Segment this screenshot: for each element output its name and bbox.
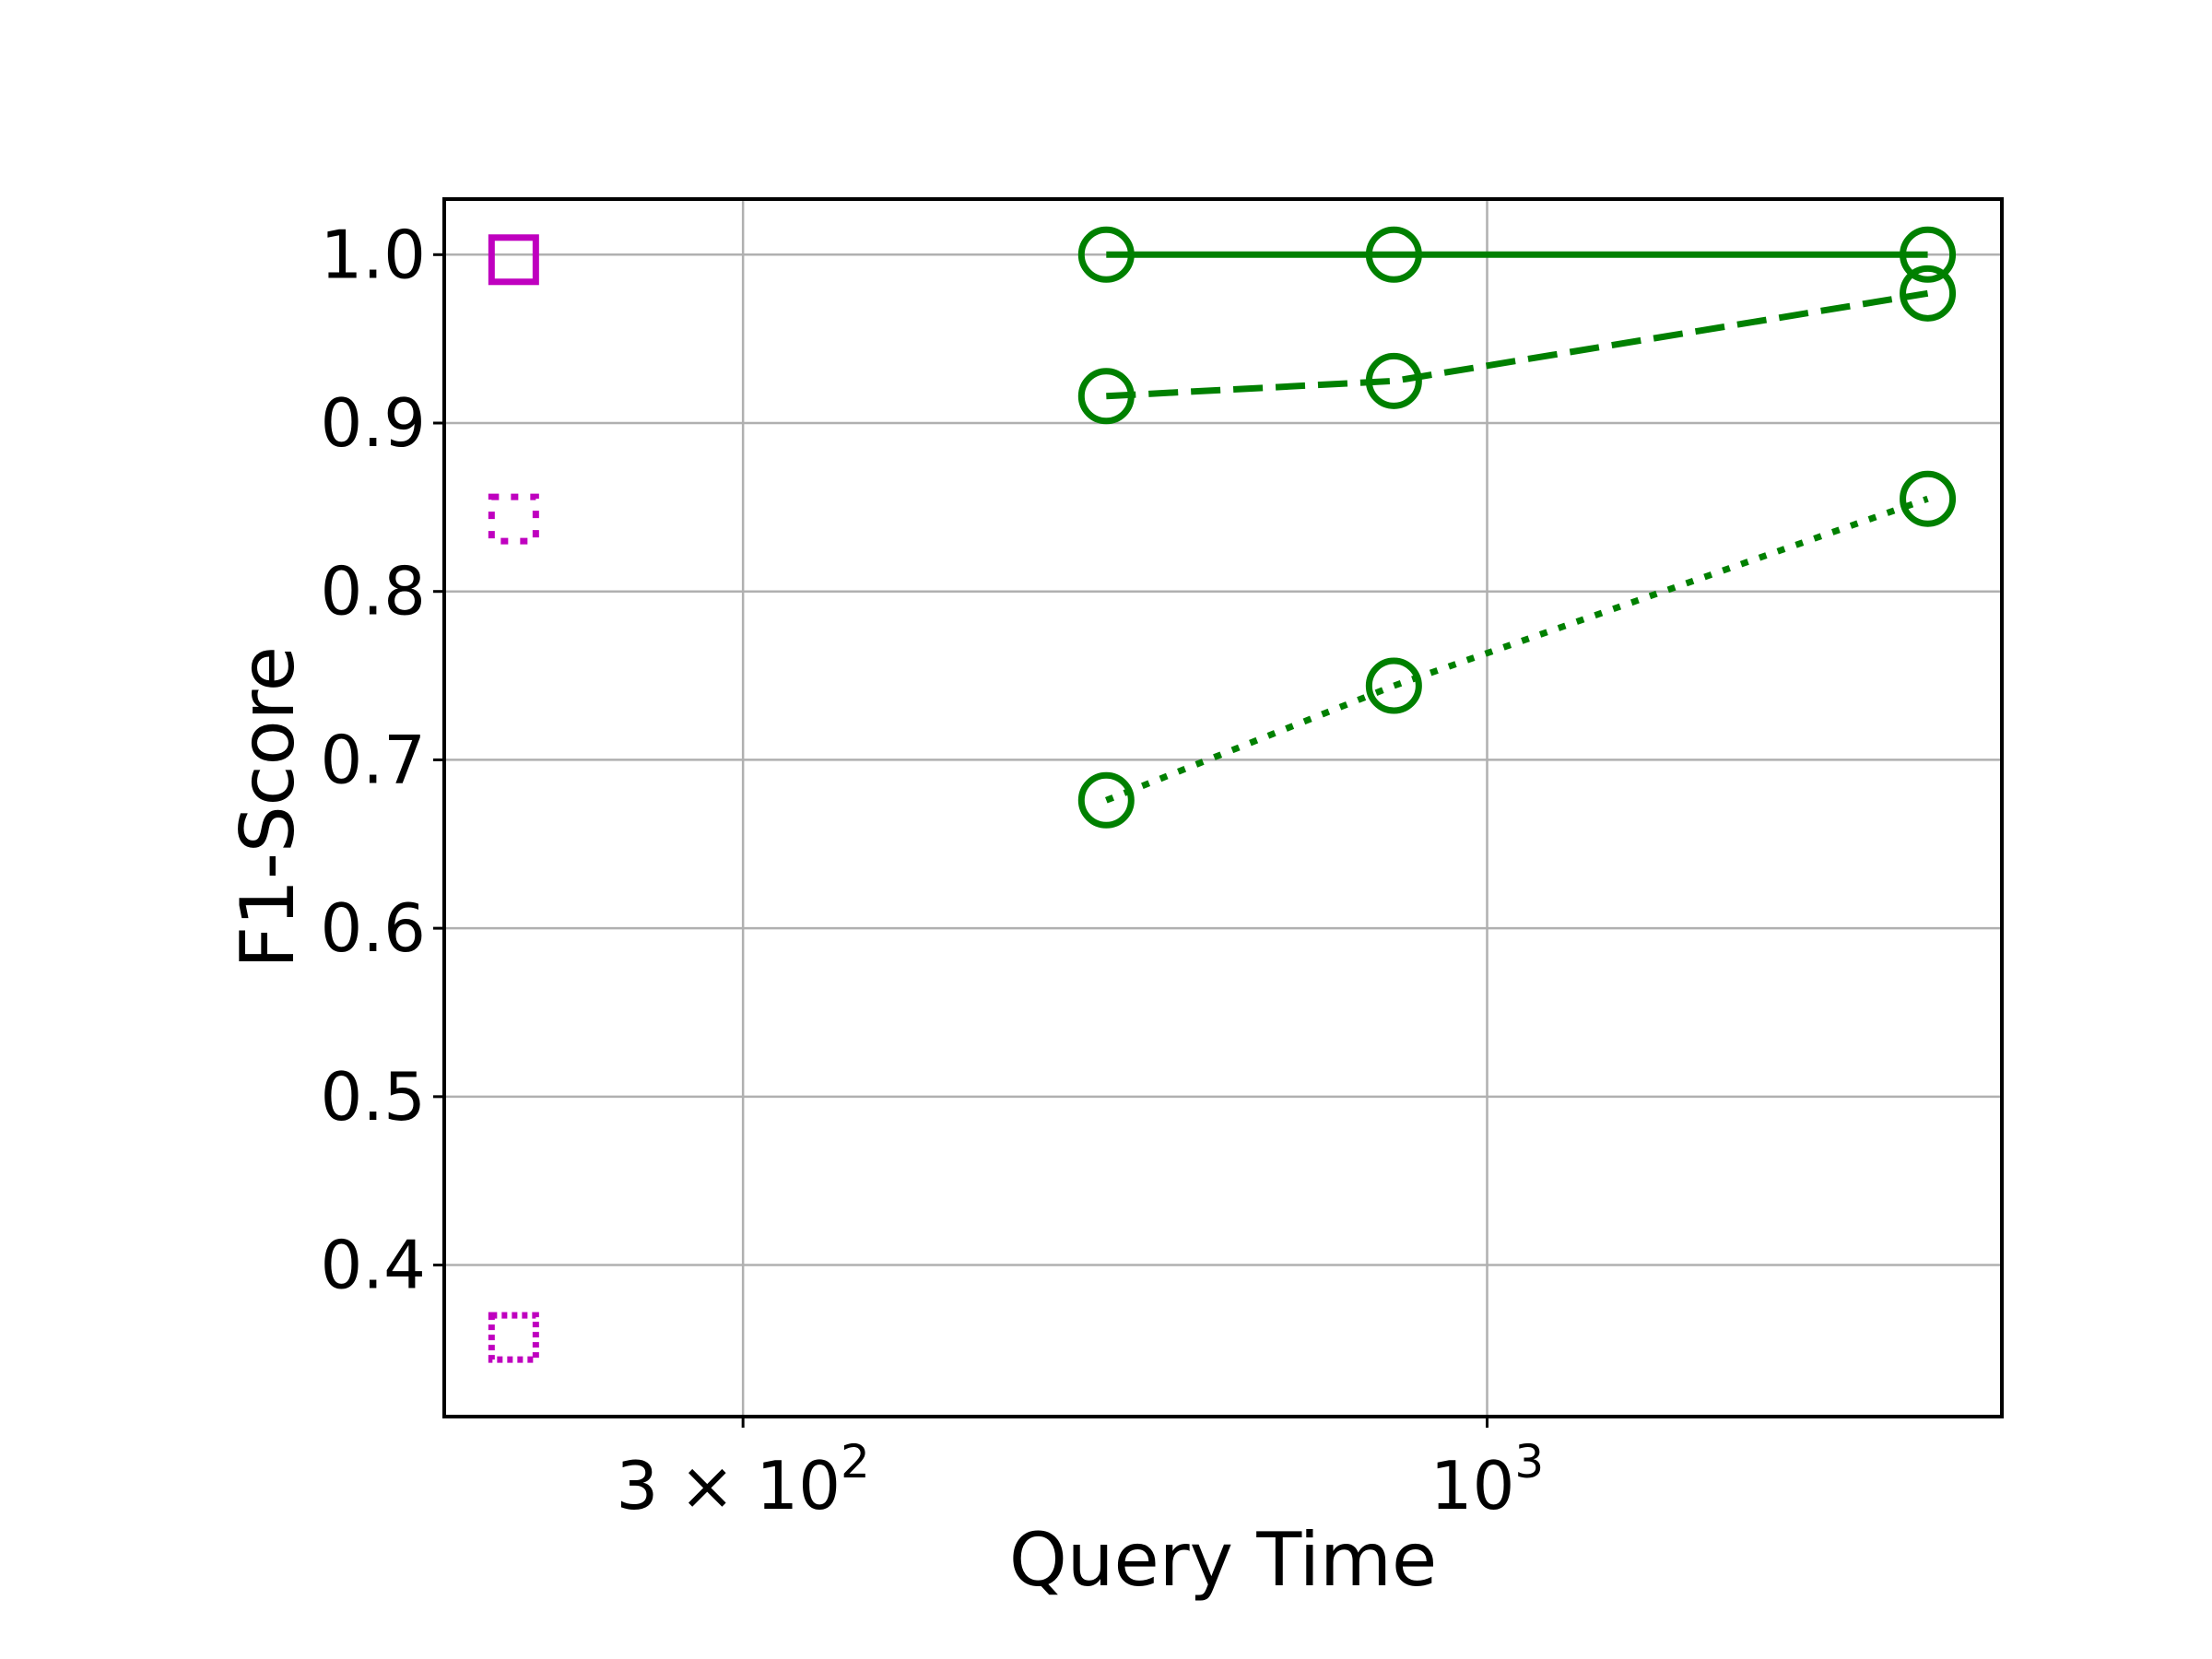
y-tick-label: 1.0 xyxy=(320,216,426,293)
y-tick-label: 0.9 xyxy=(320,384,426,462)
data-point xyxy=(1365,352,1422,409)
data-point xyxy=(1365,657,1422,714)
x-axis-label: Query Time xyxy=(1009,1517,1437,1603)
y-axis-label: F1-Score xyxy=(225,646,311,969)
y-tick-label: 0.6 xyxy=(320,889,426,967)
series-line xyxy=(1106,289,1929,400)
grid-layer xyxy=(444,199,2002,1417)
series-layer xyxy=(488,226,1957,1363)
plot-frame xyxy=(442,197,2004,1418)
data-point xyxy=(1900,226,1957,283)
data-point xyxy=(488,493,539,545)
x-tick-label: 3 × 102 xyxy=(616,1435,869,1524)
y-tick-label: 0.5 xyxy=(320,1058,426,1135)
data-point xyxy=(1900,470,1957,527)
data-point xyxy=(488,1312,539,1363)
data-point xyxy=(1900,265,1957,322)
x-tick-label: 103 xyxy=(1430,1435,1544,1524)
data-point xyxy=(1077,771,1135,829)
tick-layer: 0.4 0.5 0.6 0.7 0.8 0.9 1.0 3 × 102 103 xyxy=(320,216,1544,1524)
data-point xyxy=(488,234,539,286)
data-point xyxy=(1365,226,1422,283)
y-tick-label: 0.4 xyxy=(320,1227,426,1304)
y-tick-label: 0.8 xyxy=(320,553,426,630)
y-tick-label: 0.7 xyxy=(320,721,426,798)
data-point xyxy=(1077,226,1135,283)
data-point xyxy=(1077,368,1135,425)
series-line xyxy=(1105,495,1929,804)
